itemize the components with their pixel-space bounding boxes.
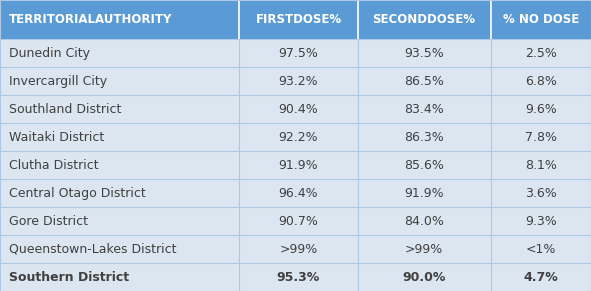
Bar	[0, 123, 591, 151]
Bar	[0, 39, 591, 67]
Text: 97.5%: 97.5%	[278, 47, 319, 60]
Bar	[0, 67, 591, 95]
Text: 9.6%: 9.6%	[525, 103, 557, 116]
Text: Queenstown-Lakes District: Queenstown-Lakes District	[9, 242, 176, 255]
Text: Waitaki District: Waitaki District	[9, 131, 104, 144]
Text: 8.1%: 8.1%	[525, 159, 557, 172]
Text: Clutha District: Clutha District	[9, 159, 99, 172]
Text: Central Otago District: Central Otago District	[9, 187, 145, 200]
Text: 90.7%: 90.7%	[278, 214, 319, 228]
Text: 9.3%: 9.3%	[525, 214, 557, 228]
Text: >99%: >99%	[280, 242, 317, 255]
Text: 3.6%: 3.6%	[525, 187, 557, 200]
Text: 91.9%: 91.9%	[404, 187, 444, 200]
Text: <1%: <1%	[525, 242, 556, 255]
Text: 6.8%: 6.8%	[525, 75, 557, 88]
Bar	[0, 263, 591, 291]
Text: FIRSTDOSE%: FIRSTDOSE%	[255, 13, 342, 26]
Text: % NO DOSE: % NO DOSE	[502, 13, 579, 26]
Text: SECONDDOSE%: SECONDDOSE%	[372, 13, 476, 26]
Bar	[0, 235, 591, 263]
Text: Gore District: Gore District	[9, 214, 88, 228]
Text: 96.4%: 96.4%	[278, 187, 319, 200]
Bar	[0, 179, 591, 207]
Text: Dunedin City: Dunedin City	[9, 47, 90, 60]
Text: 4.7%: 4.7%	[524, 271, 558, 283]
Text: 95.3%: 95.3%	[277, 271, 320, 283]
Text: 85.6%: 85.6%	[404, 159, 444, 172]
Text: TERRITORIALAUTHORITY: TERRITORIALAUTHORITY	[9, 13, 172, 26]
Text: Southern District: Southern District	[9, 271, 129, 283]
Text: 90.4%: 90.4%	[278, 103, 319, 116]
Text: 91.9%: 91.9%	[278, 159, 319, 172]
Text: 7.8%: 7.8%	[525, 131, 557, 144]
Text: 93.2%: 93.2%	[278, 75, 319, 88]
Bar	[0, 207, 591, 235]
Text: 90.0%: 90.0%	[402, 271, 446, 283]
Text: 2.5%: 2.5%	[525, 47, 557, 60]
Text: 84.0%: 84.0%	[404, 214, 444, 228]
Text: 86.5%: 86.5%	[404, 75, 444, 88]
Text: 93.5%: 93.5%	[404, 47, 444, 60]
Text: >99%: >99%	[405, 242, 443, 255]
Text: Southland District: Southland District	[9, 103, 121, 116]
Text: 83.4%: 83.4%	[404, 103, 444, 116]
Text: Invercargill City: Invercargill City	[9, 75, 107, 88]
Bar	[0, 95, 591, 123]
Bar	[0, 151, 591, 179]
Bar	[0, 0, 591, 39]
Text: 86.3%: 86.3%	[404, 131, 444, 144]
Text: 92.2%: 92.2%	[278, 131, 319, 144]
